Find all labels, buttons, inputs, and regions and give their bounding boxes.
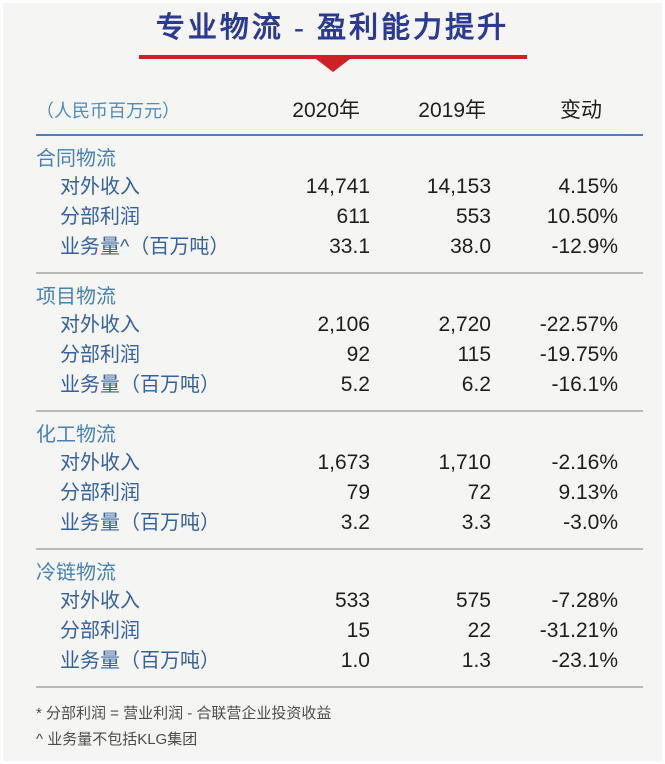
value-2020: 1.0 [340,649,370,672]
value-2020: 14,741 [305,175,370,198]
column-header-2019: 2019年 [418,99,486,122]
page-title: 专业物流 - 盈利能力提升 [155,12,510,44]
table-row: 分部利润 611 553 10.50% [36,202,643,232]
row-label: 业务量（百万吨） [60,650,220,672]
row-label: 分部利润 [60,344,140,366]
value-2020: 611 [336,205,370,228]
column-header-2020: 2020年 [292,99,360,122]
value-change: -23.1% [551,649,618,672]
value-2019: 3.3 [461,511,491,534]
title-underline-rule [138,55,527,59]
value-2019: 72 [467,481,491,504]
value-2019: 6.2 [461,373,491,396]
down-triangle-icon [315,59,350,72]
value-change: -2.16% [551,451,618,474]
value-change: 9.13% [558,481,618,504]
value-2020: 5.2 [340,373,370,396]
value-change: -3.0% [563,511,618,534]
section-cold-chain-logistics: 冷链物流 对外收入 533 575 -7.28% 分部利润 15 22 -31.… [36,550,643,688]
table-row: 对外收入 2,106 2,720 -22.57% [36,310,643,340]
row-label: 分部利润 [60,620,140,642]
section-project-logistics: 项目物流 对外收入 2,106 2,720 -22.57% 分部利润 92 11… [36,274,643,412]
value-change: -22.57% [539,313,618,336]
value-change: -31.21% [539,619,618,642]
footnotes: * 分部利润 = 营业利润 - 合联营企业投资收益 ^ 业务量不包括KLG集团 [36,701,637,753]
value-2019: 38.0 [450,235,491,258]
value-2020: 2,106 [317,313,370,336]
value-2019: 553 [455,205,491,228]
section-title: 冷链物流 [36,562,116,584]
row-label: 业务量^（百万吨） [60,236,230,258]
value-change: -7.28% [551,589,618,612]
value-2020: 15 [346,619,370,642]
row-label: 分部利润 [60,482,140,504]
currency-unit-label: （人民币百万元） [36,101,180,121]
value-2019: 2,720 [438,313,491,336]
footnote-volume-klg: ^ 业务量不包括KLG集团 [36,731,198,748]
footnote-segment-profit: * 分部利润 = 营业利润 - 合联营企业投资收益 [36,705,332,722]
value-2019: 14,153 [426,175,491,198]
section-title: 合同物流 [36,148,116,170]
value-change: -16.1% [551,373,618,396]
financial-table: （人民币百万元） 2020年 2019年 变动 合同物流 对外收入 14,741… [36,96,643,688]
row-label: 对外收入 [60,590,140,612]
section-title: 项目物流 [36,286,116,308]
value-change: -19.75% [539,343,618,366]
section-chemical-logistics: 化工物流 对外收入 1,673 1,710 -2.16% 分部利润 79 72 … [36,412,643,550]
table-row: 业务量（百万吨） 3.2 3.3 -3.0% [36,508,643,538]
table-row: 对外收入 1,673 1,710 -2.16% [36,448,643,478]
value-2020: 3.2 [340,511,370,534]
table-row: 对外收入 14,741 14,153 4.15% [36,172,643,202]
row-label: 业务量（百万吨） [60,512,220,534]
table-row: 业务量（百万吨） 5.2 6.2 -16.1% [36,370,643,400]
section-title: 化工物流 [36,424,116,446]
row-label: 对外收入 [60,176,140,198]
value-change: 4.15% [558,175,618,198]
value-2019: 1,710 [438,451,491,474]
value-2020: 92 [346,343,370,366]
value-2020: 1,673 [317,451,370,474]
value-change: -12.9% [551,235,618,258]
value-change: 10.50% [546,205,618,228]
value-2019: 575 [455,589,491,612]
table-header-row: （人民币百万元） 2020年 2019年 变动 [36,96,643,136]
table-row: 对外收入 533 575 -7.28% [36,586,643,616]
row-label: 对外收入 [60,314,140,336]
value-2019: 22 [467,619,491,642]
value-2019: 1.3 [461,649,491,672]
value-2020: 79 [346,481,370,504]
table-row: 业务量^（百万吨） 33.1 38.0 -12.9% [36,232,643,262]
row-label: 业务量（百万吨） [60,374,220,396]
table-row: 分部利润 79 72 9.13% [36,478,643,508]
table-row: 业务量（百万吨） 1.0 1.3 -23.1% [36,646,643,676]
value-2020: 533 [334,589,370,612]
row-label: 分部利润 [60,206,140,228]
table-row: 分部利润 92 115 -19.75% [36,340,643,370]
table-row: 分部利润 15 22 -31.21% [36,616,643,646]
value-2019: 115 [457,343,491,366]
row-label: 对外收入 [60,452,140,474]
column-header-change: 变动 [560,99,602,122]
value-2020: 33.1 [329,235,370,258]
section-contract-logistics: 合同物流 对外收入 14,741 14,153 4.15% 分部利润 611 5… [36,136,643,274]
